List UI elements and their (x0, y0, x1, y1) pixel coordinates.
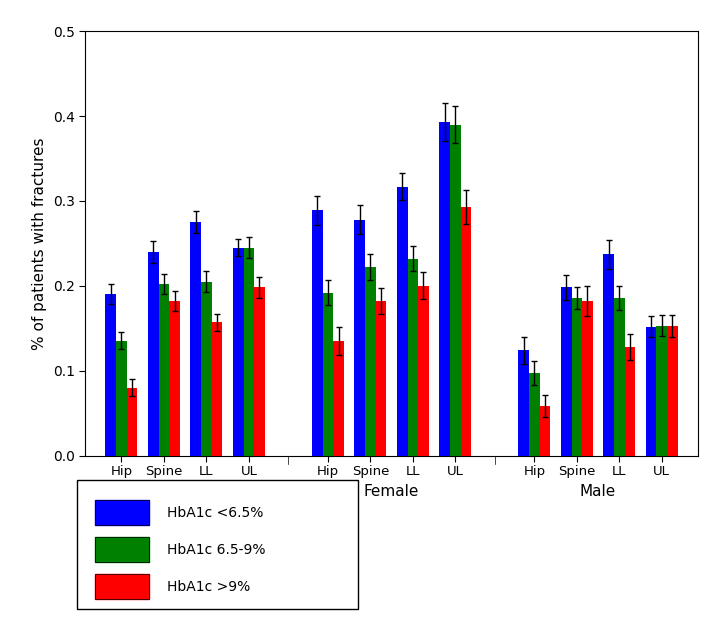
Bar (365, 267, 376, 456)
Bar (418, 286, 429, 456)
Bar (461, 207, 471, 456)
Bar (201, 281, 211, 456)
Bar (540, 406, 550, 456)
Bar (572, 298, 582, 456)
Bar (603, 255, 614, 456)
Bar (407, 258, 418, 456)
FancyBboxPatch shape (77, 480, 358, 609)
Bar (190, 222, 201, 456)
Bar (439, 122, 450, 456)
Bar (211, 322, 222, 456)
Bar (116, 341, 127, 456)
Bar (95, 537, 149, 562)
Bar (312, 210, 323, 456)
Text: HbA1c <6.5%: HbA1c <6.5% (167, 505, 263, 520)
Bar (105, 295, 116, 456)
Bar (95, 500, 149, 525)
Bar (127, 388, 137, 456)
Text: HbA1c 6.5-9%: HbA1c 6.5-9% (167, 543, 266, 557)
Text: Female: Female (364, 484, 419, 499)
Bar (561, 288, 572, 456)
Bar (397, 187, 407, 456)
Bar (95, 500, 149, 525)
Bar (450, 125, 461, 456)
Bar (667, 326, 678, 456)
Y-axis label: % of patients with fractures: % of patients with fractures (33, 137, 48, 349)
Bar (614, 298, 624, 456)
Bar (169, 301, 180, 456)
Bar (376, 301, 387, 456)
Bar (323, 293, 333, 456)
Bar (95, 537, 149, 562)
Bar (624, 347, 635, 456)
Text: All: All (176, 484, 194, 499)
Bar (95, 575, 149, 599)
Text: Male: Male (580, 484, 616, 499)
Bar (355, 220, 365, 456)
Bar (233, 248, 244, 456)
Bar (582, 301, 593, 456)
Text: HbA1c >9%: HbA1c >9% (167, 580, 250, 594)
Bar (518, 350, 529, 456)
Bar (95, 575, 149, 599)
Bar (148, 252, 159, 456)
Bar (254, 288, 265, 456)
Bar (646, 326, 656, 456)
Bar (159, 284, 169, 456)
Bar (529, 373, 540, 456)
Bar (656, 326, 667, 456)
Bar (333, 341, 344, 456)
Bar (244, 248, 254, 456)
